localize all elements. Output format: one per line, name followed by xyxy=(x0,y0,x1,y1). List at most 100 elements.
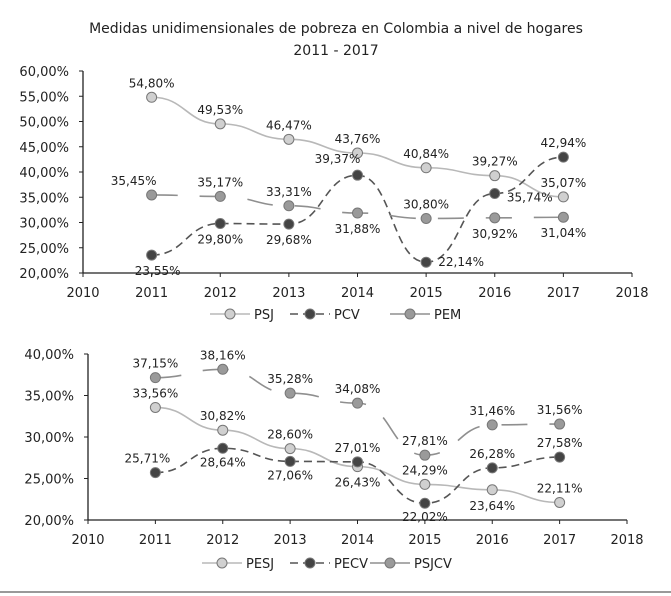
data-point-PEM xyxy=(352,207,363,219)
legend-marker-PECV xyxy=(304,557,316,569)
data-label-PEM: 35,45% xyxy=(111,174,157,188)
x-tick-label: 2011 xyxy=(139,533,172,548)
x-tick-label: 2011 xyxy=(135,286,168,301)
chart-title: Medidas unidimensionales de pobreza en C… xyxy=(89,21,583,37)
data-point-PECV xyxy=(352,456,363,468)
data-point-PECV xyxy=(217,442,229,454)
data-label-PECV: 28,64% xyxy=(200,455,246,469)
data-point-PECV xyxy=(554,451,566,463)
data-point-PESJ xyxy=(217,424,229,436)
data-point-PCV xyxy=(214,218,226,230)
x-tick-label: 2014 xyxy=(341,286,374,301)
data-point-PESJ xyxy=(284,443,296,455)
x-tick-label: 2016 xyxy=(476,533,509,548)
data-point-PESJ xyxy=(149,401,161,413)
data-label-PCV: 39,37% xyxy=(315,152,361,166)
data-point-PEM xyxy=(283,200,295,212)
data-point-PSJ xyxy=(214,118,226,130)
x-tick-label: 2017 xyxy=(547,286,580,301)
data-label-PESJ: 30,82% xyxy=(200,409,246,423)
legend-label-PSJ: PSJ xyxy=(254,308,274,323)
data-point-PECV xyxy=(284,455,296,467)
x-tick-label: 2012 xyxy=(206,533,239,548)
x-tick-label: 2013 xyxy=(272,286,305,301)
legend-marker-PCV xyxy=(304,308,316,320)
data-point-PSJCV xyxy=(554,418,566,430)
data-point-PESJ xyxy=(486,484,498,496)
chart-1: 20,00% 25,00% 30,00% 35,00% 40,00% 45,00% 50,0… xyxy=(19,65,648,323)
data-point-PSJCV xyxy=(486,419,498,431)
data-label-PCV: 23,55% xyxy=(135,264,181,278)
legend-marker-PSJCV xyxy=(384,557,396,569)
y-tick-label: 60,00% xyxy=(19,65,69,80)
data-label-PESJ: 26,43% xyxy=(335,476,381,490)
data-label-PSJ: 35,07% xyxy=(540,176,586,190)
data-label-PCV: 29,68% xyxy=(266,233,312,247)
y-tick-label: 50,00% xyxy=(19,116,69,131)
data-label-PEM: 33,31% xyxy=(266,185,312,199)
legend-label-PCV: PCV xyxy=(334,308,360,323)
data-label-PECV: 27,58% xyxy=(537,436,583,450)
legend-label-PESJ: PESJ xyxy=(246,557,274,572)
data-label-PEM: 30,92% xyxy=(472,227,518,241)
data-label-PSJ: 40,84% xyxy=(403,147,449,161)
data-point-PSJ xyxy=(489,170,501,182)
data-label-PECV: 27,01% xyxy=(335,441,381,455)
data-label-PSJCV: 38,16% xyxy=(200,348,246,362)
data-label-PSJCV: 34,08% xyxy=(335,382,381,396)
data-label-PSJCV: 31,56% xyxy=(537,403,583,417)
data-point-PSJCV xyxy=(419,449,431,461)
legend-label-PEM: PEM xyxy=(434,308,461,323)
y-tick-label: 20,00% xyxy=(19,267,69,282)
y-tick-label: 25,00% xyxy=(19,242,69,257)
x-tick-label: 2018 xyxy=(610,533,643,548)
y-tick-label: 35,00% xyxy=(24,390,74,405)
data-label-PECV: 25,71% xyxy=(124,452,170,466)
data-point-PCV xyxy=(557,151,569,163)
x-tick-label: 2013 xyxy=(274,533,307,548)
data-label-PEM: 35,17% xyxy=(197,175,243,189)
data-point-PECV xyxy=(149,467,161,479)
data-label-PSJ: 54,80% xyxy=(129,76,175,90)
data-label-PESJ: 28,60% xyxy=(267,428,313,442)
data-label-PCV: 35,74% xyxy=(507,191,553,205)
x-tick-label: 2016 xyxy=(478,286,511,301)
data-point-PSJCV xyxy=(284,387,296,399)
data-point-PSJCV xyxy=(217,363,229,375)
data-point-PEM xyxy=(489,212,501,224)
data-label-PSJCV: 35,28% xyxy=(267,372,313,386)
data-point-PEM xyxy=(146,189,158,201)
x-tick-label: 2018 xyxy=(615,286,648,301)
data-point-PEM xyxy=(214,190,226,202)
y-tick-label: 30,00% xyxy=(19,217,69,232)
chart-subtitle: 2011 - 2017 xyxy=(293,43,378,59)
chart-2: 20,00% 25,00% 30,00% 35,00% 40,00% 2010 2011 20… xyxy=(24,348,643,572)
data-label-PECV: 22,02% xyxy=(402,510,448,524)
data-label-PECV: 26,28% xyxy=(469,447,515,461)
data-point-PSJCV xyxy=(149,372,161,384)
y-tick-label: 20,00% xyxy=(24,514,74,529)
data-label-PESJ: 24,29% xyxy=(402,463,448,477)
legend-marker-PEM xyxy=(404,308,416,320)
y-tick-label: 25,00% xyxy=(24,473,74,488)
data-label-PSJCV: 31,46% xyxy=(469,404,515,418)
y-tick-label: 40,00% xyxy=(19,166,69,181)
y-tick-label: 35,00% xyxy=(19,191,69,206)
data-label-PCV: 42,94% xyxy=(540,136,586,150)
data-label-PECV: 27,06% xyxy=(267,468,313,482)
data-point-PSJ xyxy=(283,133,295,145)
y-tick-label: 40,00% xyxy=(24,348,74,363)
data-point-PESJ xyxy=(419,478,431,490)
data-label-PESJ: 33,56% xyxy=(132,386,178,400)
x-tick-label: 2017 xyxy=(543,533,576,548)
x-tick-label: 2015 xyxy=(410,286,443,301)
y-tick-label: 45,00% xyxy=(19,141,69,156)
data-point-PECV xyxy=(486,462,498,474)
data-point-PCV xyxy=(146,249,158,261)
y-tick-label: 30,00% xyxy=(24,431,74,446)
legend-label-PECV: PECV xyxy=(334,557,368,572)
data-label-PESJ: 23,64% xyxy=(469,499,515,513)
data-label-PCV: 22,14% xyxy=(438,255,484,269)
data-point-PSJ xyxy=(146,91,158,103)
